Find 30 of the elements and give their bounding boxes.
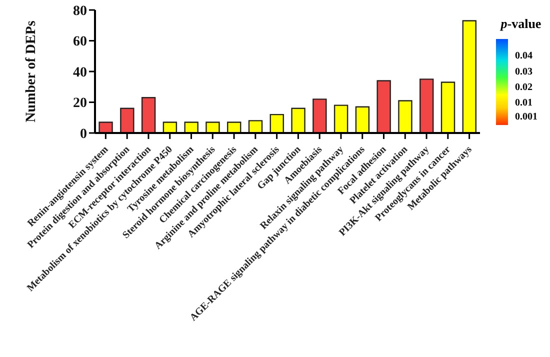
bar xyxy=(376,80,391,133)
bar xyxy=(420,78,434,133)
y-tick-label: 40 xyxy=(73,65,87,80)
color-bar-label: 0.001 xyxy=(515,112,538,123)
y-tick-label: 20 xyxy=(73,96,87,112)
color-bar-label: 0.03 xyxy=(515,66,532,78)
y-tick-label: 60 xyxy=(73,34,87,50)
color-bar-label: 0.04 xyxy=(515,50,532,62)
bar xyxy=(206,122,220,133)
bar xyxy=(398,100,412,133)
y-tick-label: 80 xyxy=(73,4,87,19)
bar xyxy=(312,98,327,133)
bar xyxy=(291,108,306,133)
color-bar-label: 0.01 xyxy=(515,98,532,109)
y-axis-title: Number of DEPs xyxy=(24,20,39,122)
bar xyxy=(462,20,476,133)
bar xyxy=(440,82,456,133)
color-bar-title: p-value xyxy=(500,16,542,31)
y-tick-label: 0 xyxy=(80,126,87,142)
bar xyxy=(355,106,370,133)
bar xyxy=(248,120,263,133)
bar xyxy=(184,122,198,133)
bar xyxy=(98,122,113,133)
bar xyxy=(120,108,134,133)
bar xyxy=(270,114,284,133)
bar xyxy=(162,122,178,133)
bar xyxy=(141,97,156,133)
bar xyxy=(227,122,242,133)
bar xyxy=(334,104,348,133)
color-bar-label: 0.02 xyxy=(515,82,532,93)
